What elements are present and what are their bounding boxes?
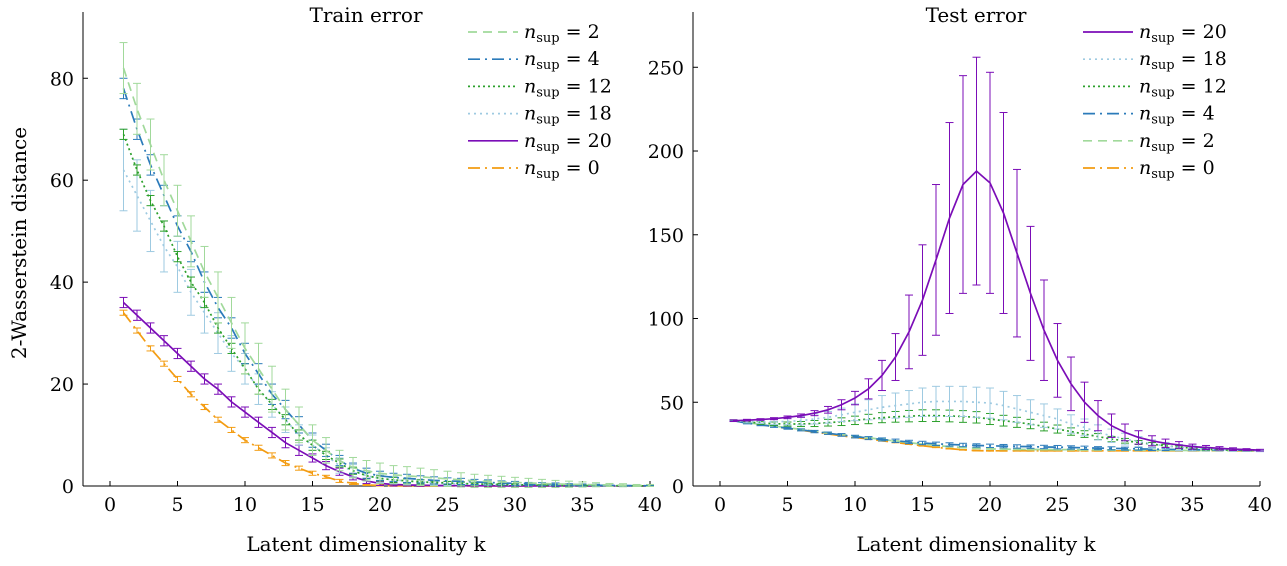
series-18 [119,128,654,487]
series-line [122,67,650,487]
x-tick-label: 25 [435,494,459,516]
legend-entry: nsup = 18 [1139,48,1227,73]
y-tick-label: 0 [62,476,74,498]
series-20 [119,296,654,487]
series-line [122,88,650,487]
x-tick-label: 0 [714,494,726,516]
x-tick-label: 10 [843,494,867,516]
y-tick-label: 50 [660,392,684,414]
x-tick-label: 30 [1113,494,1137,516]
train-error-panel: Train error Latent dimensionality k 0 5 10… [50,3,662,556]
legend-entry: nsup = 20 [1139,21,1227,46]
test-error-panel: Test error Latent dimensionality k 0 5 10 1… [648,3,1272,556]
series-line [733,169,1261,452]
legend-entry: nsup = 4 [1139,103,1215,128]
legend-entry: nsup = 20 [524,130,612,155]
test-error-x-axis-label: Latent dimensionality k [856,532,1096,556]
series-2 [119,42,654,489]
x-tick-label: 40 [1248,494,1272,516]
y-tick-label: 20 [50,374,74,396]
series-line [122,301,650,487]
series-18 [729,385,1264,453]
x-tick-label: 10 [233,494,257,516]
legend-entry: nsup = 18 [524,103,612,128]
series-0 [119,309,654,487]
series-line [122,169,650,487]
y-tick-label: 100 [648,309,684,331]
x-tick-label: 15 [910,494,934,516]
legend-entry: nsup = 12 [1139,75,1227,100]
x-tick-label: 0 [104,494,116,516]
x-tick-label: 5 [781,494,793,516]
legend-entry: nsup = 4 [524,48,600,73]
y-tick-label: 250 [648,57,684,79]
legend-entry: nsup = 2 [524,21,600,46]
series-line [733,400,1261,452]
series-line [733,419,1261,452]
x-tick-label: 20 [368,494,392,516]
train-error-title: Train error [309,3,422,27]
y-tick-label: 80 [50,68,74,90]
y-tick-label: 150 [648,225,684,247]
legend-entry: nsup = 12 [524,75,612,100]
x-tick-label: 30 [503,494,527,516]
x-tick-label: 35 [1180,494,1204,516]
x-tick-label: 20 [978,494,1002,516]
y-tick-label: 40 [50,272,74,294]
train-error-x-axis-label: Latent dimensionality k [246,532,486,556]
y-tick-label: 0 [672,476,684,498]
series-12 [119,128,654,487]
x-tick-label: 40 [638,494,662,516]
y-tick-label: 60 [50,170,74,192]
series-line [733,419,1260,452]
shared-y-axis-label: 2-Wasserstein distance [7,127,31,359]
series-4 [729,419,1264,452]
legend-entry: nsup = 0 [1139,157,1215,182]
x-tick-label: 15 [300,494,324,516]
series-line [122,134,651,487]
series-line [122,312,650,487]
legend-entry: nsup = 0 [524,157,600,182]
x-tick-label: 5 [171,494,183,516]
x-tick-label: 35 [570,494,594,516]
test-error-title: Test error [926,3,1027,27]
x-tick-label: 25 [1045,494,1069,516]
legend-entry: nsup = 2 [1139,130,1215,155]
series-20 [729,56,1264,452]
y-tick-label: 200 [648,141,684,163]
